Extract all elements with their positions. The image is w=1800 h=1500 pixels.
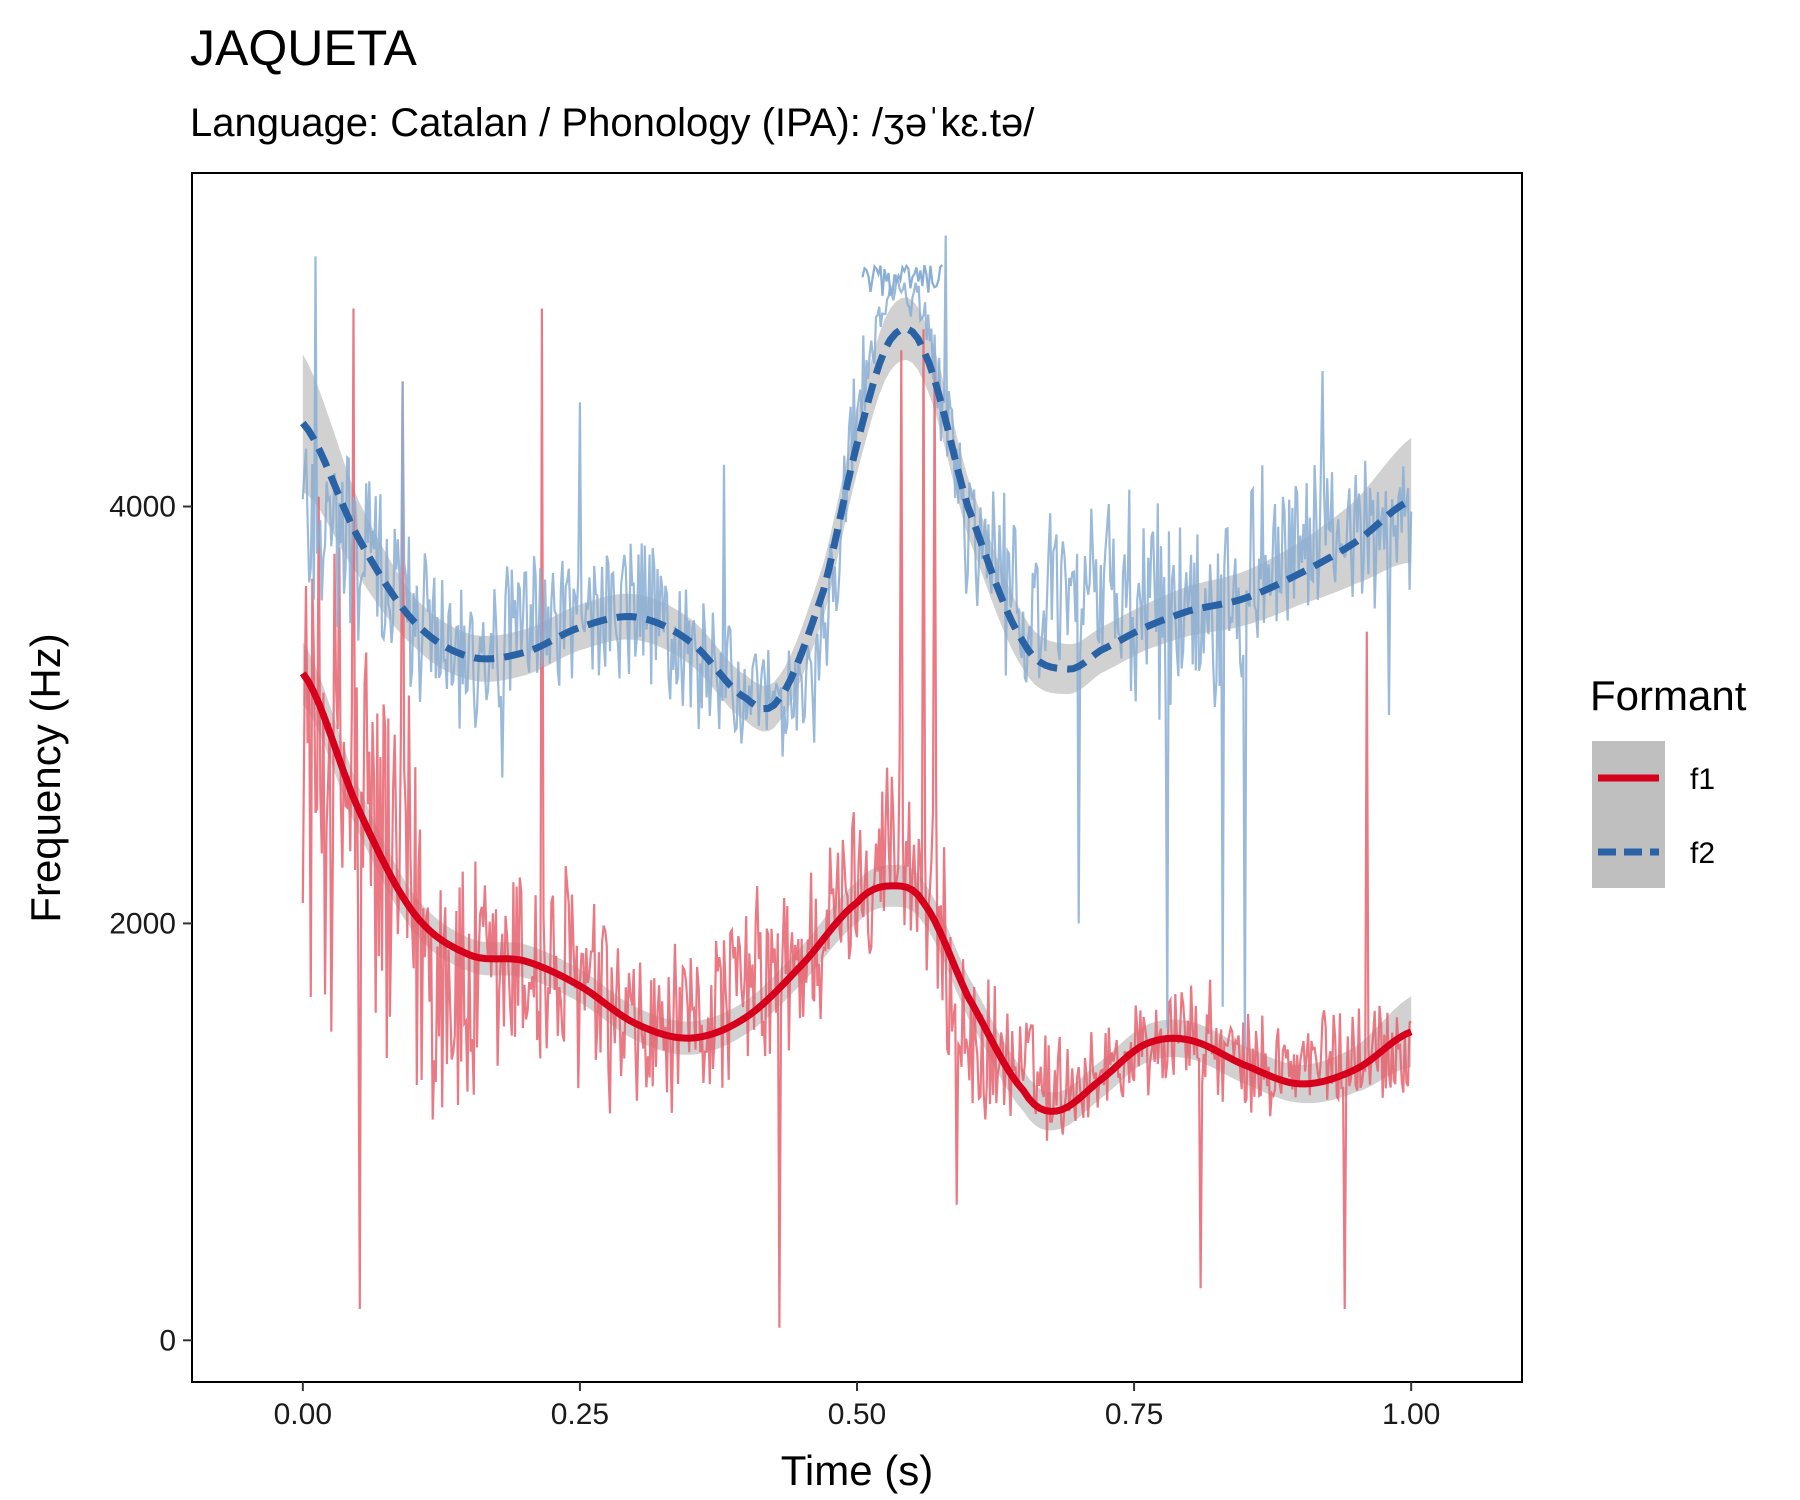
x-axis: 0.00 0.25 0.50 0.75 1.00 <box>274 1382 1440 1431</box>
chart-subtitle: Language: Catalan / Phonology (IPA): /ʒə… <box>190 101 1035 145</box>
legend-label-f2: f2 <box>1690 837 1715 870</box>
x-tick-label: 0.75 <box>1105 1398 1163 1431</box>
smooth-line-f2 <box>300 325 1413 713</box>
smooth-line-f1 <box>299 671 1413 1115</box>
raw-trace-f2-fragment <box>861 263 944 297</box>
smoothed-formant-lines <box>299 325 1413 1115</box>
raw-formant-traces <box>301 235 1413 1328</box>
plot-panel <box>192 173 1522 1382</box>
x-axis-label: Time (s) <box>781 1447 933 1494</box>
confidence-band-f2 <box>302 297 1412 732</box>
legend-key-background <box>1592 741 1665 888</box>
y-tick-label: 4000 <box>109 491 176 524</box>
chart-title: JAQUETA <box>190 20 418 76</box>
x-tick-label: 0.50 <box>828 1398 886 1431</box>
legend-label-f1: f1 <box>1690 763 1715 796</box>
x-tick-label: 0.25 <box>551 1398 609 1431</box>
legend: Formant f1 f2 <box>1590 672 1747 888</box>
y-axis-label: Frequency (Hz) <box>22 633 69 922</box>
y-tick-label: 2000 <box>109 907 176 940</box>
legend-title: Formant <box>1590 672 1747 719</box>
raw-trace-f1 <box>301 308 1412 1328</box>
x-tick-label: 0.00 <box>274 1398 332 1431</box>
raw-trace-f2 <box>301 235 1413 1049</box>
y-tick-label: 0 <box>159 1324 176 1357</box>
y-axis: 0 2000 4000 <box>109 491 192 1357</box>
x-tick-label: 1.00 <box>1382 1398 1440 1431</box>
